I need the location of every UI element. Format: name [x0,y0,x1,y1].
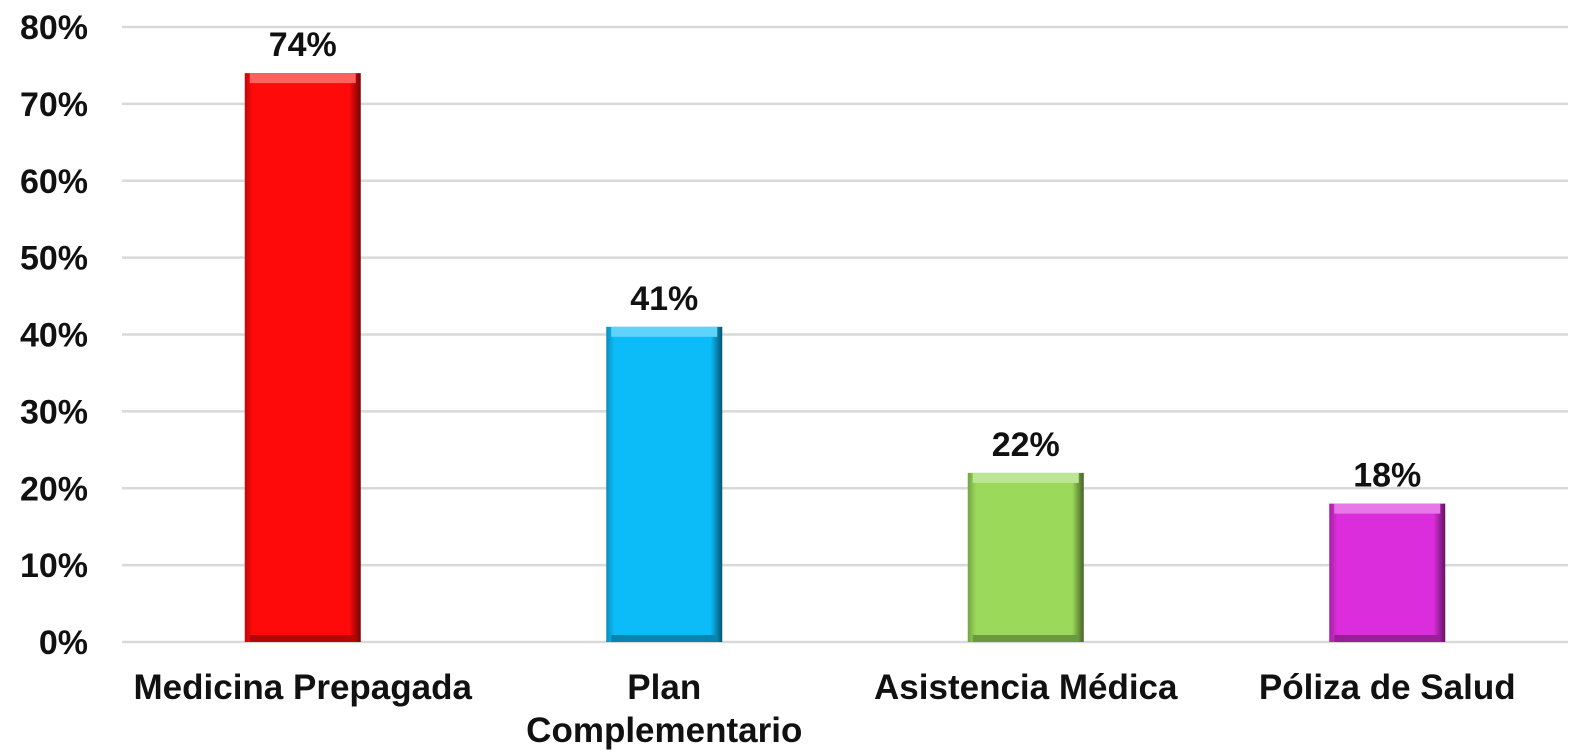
x-category-label: Plan Complementario [526,668,802,750]
bar-bevel-bottom [611,635,718,642]
data-label: 22% [992,426,1060,464]
bar-group [244,73,361,642]
y-tick-label: 60% [20,163,88,201]
y-tick-label: 0% [39,624,88,662]
y-tick-label: 20% [20,470,88,508]
y-tick-label: 80% [20,9,88,47]
bar-bevel-bottom [249,635,356,642]
bar [1329,503,1446,642]
x-category-label: Póliza de Salud [1259,668,1516,707]
y-tick-label: 10% [20,547,88,585]
x-category-label: Medicina Prepagada [134,668,473,707]
data-label: 41% [630,280,698,318]
bar-bevel-top [1334,503,1441,514]
bar-group [1329,503,1446,642]
bar-group [967,472,1084,642]
bar-bevel-top [972,472,1079,483]
data-labels: 74% 41% 22% 18% [269,26,1422,495]
y-tick-label: 30% [20,393,88,431]
bar-bevel-bottom [972,635,1079,642]
gridlines [122,25,1568,644]
y-axis-ticks: 0% 10% 20% 30% 40% 50% 60% 70% 80% [20,9,88,662]
bar-bevel-top [249,73,356,84]
data-label: 74% [269,26,337,64]
bar [967,472,1084,642]
bar-bevel-top [611,326,718,337]
bars [244,73,1446,642]
data-label: 18% [1353,457,1421,495]
bar [244,73,361,642]
bar-bevel-bottom [1334,635,1441,642]
y-tick-label: 50% [20,240,88,278]
x-axis-categories: Medicina Prepagada Plan Complementario Asis… [134,668,1516,750]
bar [606,326,723,642]
x-category-label: Asistencia Médica [874,668,1178,707]
bar-group [606,326,723,642]
y-tick-label: 70% [20,86,88,124]
y-tick-label: 40% [20,317,88,355]
